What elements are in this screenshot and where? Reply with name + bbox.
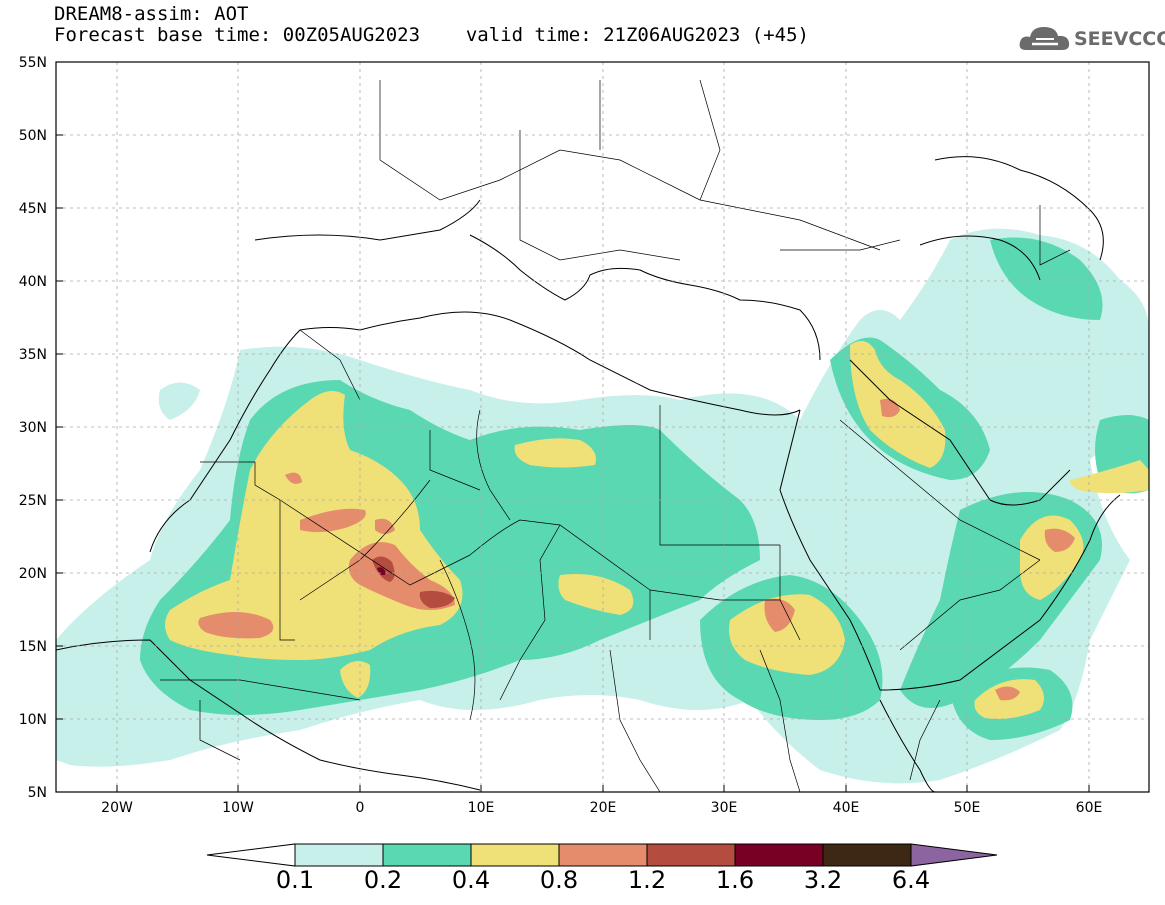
lat-label: 30N — [19, 420, 47, 436]
lat-label: 10N — [19, 712, 47, 728]
colorbar-segment — [734, 843, 824, 867]
valid-time-label: valid time: 21Z06AUG2023 (+45) — [465, 24, 809, 46]
colorbar — [206, 843, 998, 867]
lat-label: 55N — [19, 55, 47, 71]
lon-label: 60E — [1076, 800, 1103, 816]
colorbar-segment — [558, 843, 648, 867]
lat-label: 20N — [19, 566, 47, 582]
lon-label: 20E — [590, 800, 617, 816]
map-title: DREAM8-assim: AOT Forecast base time: 00… — [54, 4, 809, 46]
country-borders — [160, 79, 1071, 792]
lon-label: 10E — [468, 800, 495, 816]
colorbar-high-arrow — [910, 843, 998, 867]
colorbar-label: 0.1 — [275, 866, 315, 894]
base-time-label: Forecast base time: 00Z05AUG2023 — [54, 24, 421, 46]
colorbar-label: 0.4 — [451, 866, 491, 894]
colorbar-label: 6.4 — [891, 866, 931, 894]
colorbar-segment — [822, 843, 912, 867]
latitude-labels: 55N 50N 45N 40N 35N 30N 25N 20N 15N 10N … — [19, 55, 47, 801]
lon-label: 30E — [711, 800, 738, 816]
colorbar-label: 0.8 — [539, 866, 579, 894]
colorbar-low-arrow — [206, 843, 296, 867]
axis-ticks — [56, 61, 1090, 792]
lat-label: 15N — [19, 639, 47, 655]
lon-label: 50E — [954, 800, 981, 816]
lon-label: 10W — [222, 800, 254, 816]
longitude-labels: 20W 10W 0 10E 20E 30E 40E 50E 60E — [101, 800, 1102, 816]
title-line-1: DREAM8-assim: AOT — [54, 3, 249, 25]
colorbar-segment — [646, 843, 736, 867]
lat-label: 5N — [28, 785, 47, 801]
colorbar-label: 1.2 — [627, 866, 667, 894]
graticule — [56, 62, 1149, 792]
aot-level-1.6 — [377, 567, 386, 576]
colorbar-label: 3.2 — [803, 866, 843, 894]
aot-contours — [56, 228, 1149, 784]
lat-label: 50N — [19, 128, 47, 144]
lat-label: 40N — [19, 274, 47, 290]
logo-text: SEEVCCC — [1074, 28, 1165, 50]
lon-label: 20W — [101, 800, 133, 816]
cloud-icon — [1019, 27, 1070, 50]
lat-label: 45N — [19, 201, 47, 217]
lon-label: 0 — [356, 800, 365, 816]
colorbar-segment — [382, 843, 472, 867]
colorbar-segment — [294, 843, 384, 867]
colorbar-segment — [470, 843, 560, 867]
coastlines — [56, 156, 1121, 792]
lat-label: 35N — [19, 347, 47, 363]
lat-label: 25N — [19, 493, 47, 509]
seevccc-logo: SEEVCCC — [1018, 22, 1165, 56]
colorbar-label: 0.2 — [363, 866, 403, 894]
colorbar-label: 1.6 — [715, 866, 755, 894]
lon-label: 40E — [833, 800, 860, 816]
